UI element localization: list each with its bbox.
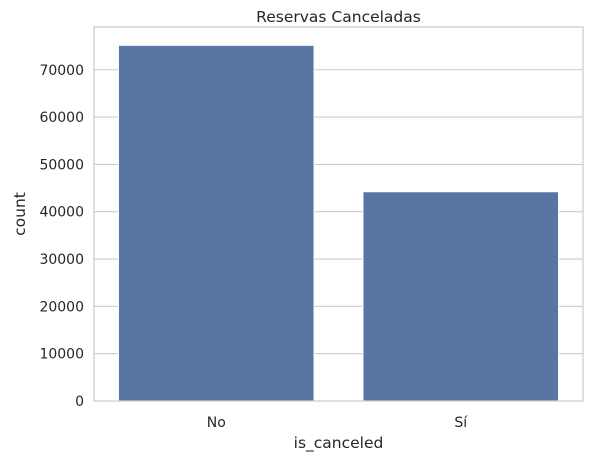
y-axis-label: count (11, 192, 29, 236)
y-tick-label: 0 (75, 394, 84, 410)
x-tick-labels: No Sí (207, 415, 469, 431)
bar-no (117, 44, 315, 402)
y-tick-label: 20000 (39, 299, 84, 315)
plot-frame (93, 26, 584, 402)
bar-sí (362, 191, 560, 402)
y-tick-label: 10000 (39, 347, 84, 363)
chart-title: Reservas Canceladas (256, 8, 421, 26)
y-tick-label: 40000 (39, 205, 84, 221)
bars (117, 44, 560, 402)
x-tick-label: No (207, 415, 226, 431)
y-tick-labels: 0 10000 20000 30000 40000 50000 60000 70000 (39, 63, 84, 410)
y-tick-label: 60000 (39, 110, 84, 126)
y-tick-label: 50000 (39, 157, 84, 173)
y-tick-label: 30000 (39, 252, 84, 268)
y-tick-label: 70000 (39, 63, 84, 79)
x-tick-label: Sí (454, 415, 468, 431)
x-axis-label: is_canceled (294, 434, 384, 453)
